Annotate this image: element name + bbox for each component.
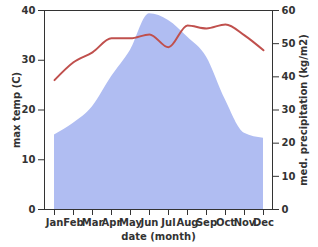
svg-text:Aug: Aug (176, 216, 199, 228)
svg-text:med. precipitation (kg/m2): med. precipitation (kg/m2) (298, 34, 309, 186)
svg-text:50: 50 (282, 38, 296, 49)
svg-text:Mar: Mar (82, 217, 104, 228)
svg-text:20: 20 (282, 137, 296, 148)
svg-text:Nov: Nov (233, 216, 256, 228)
svg-text:0: 0 (282, 204, 289, 215)
svg-text:May: May (119, 217, 142, 228)
svg-text:40: 40 (282, 71, 296, 82)
svg-text:60: 60 (282, 5, 296, 16)
svg-text:Jun: Jun (140, 217, 159, 228)
svg-text:Feb: Feb (63, 217, 83, 228)
svg-text:Jan: Jan (45, 217, 64, 228)
svg-text:20: 20 (22, 104, 36, 115)
svg-text:Jul: Jul (160, 217, 175, 228)
svg-text:40: 40 (22, 5, 36, 16)
svg-text:Dec: Dec (253, 217, 274, 228)
svg-text:30: 30 (22, 54, 36, 65)
svg-text:30: 30 (282, 104, 296, 115)
svg-text:max temp (C): max temp (C) (11, 72, 22, 148)
svg-text:10: 10 (282, 171, 296, 182)
svg-text:10: 10 (22, 154, 36, 165)
svg-text:0: 0 (29, 204, 36, 215)
svg-text:Apr: Apr (101, 216, 122, 228)
svg-text:date (month): date (month) (121, 231, 195, 242)
svg-text:Oct: Oct (216, 217, 235, 228)
svg-text:Sep: Sep (196, 217, 217, 228)
